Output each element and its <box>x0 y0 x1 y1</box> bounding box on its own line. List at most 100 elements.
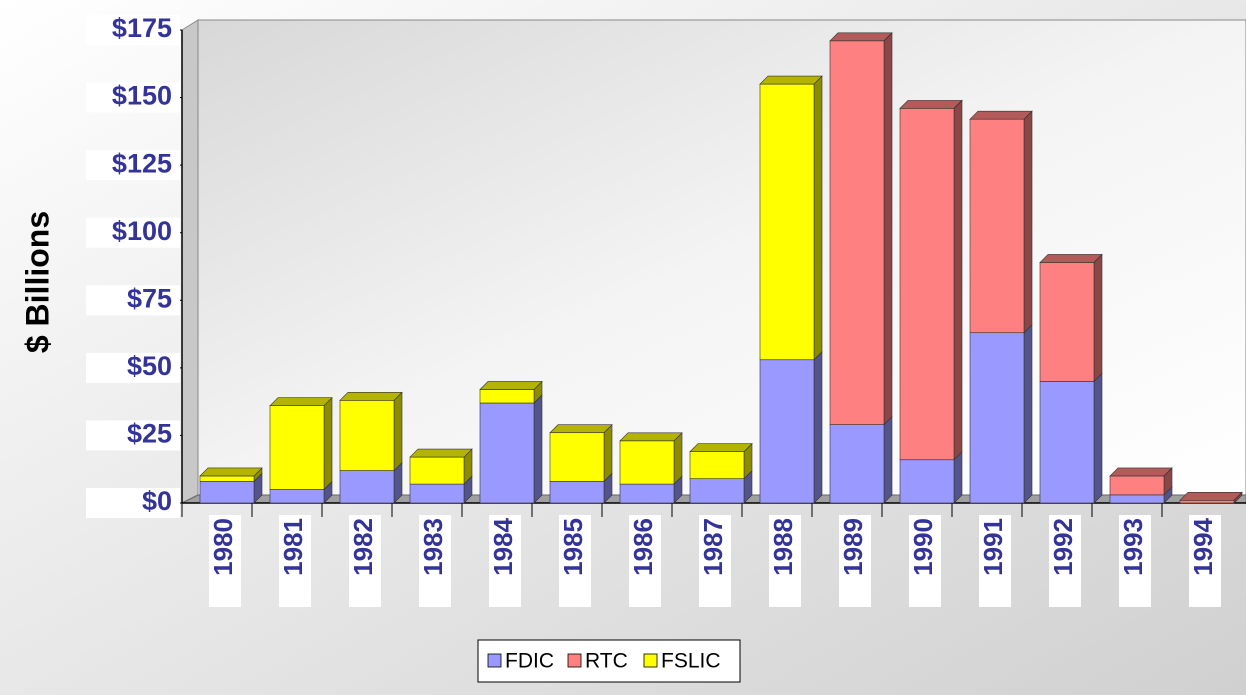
x-tick-label-bg <box>419 515 451 607</box>
bar-top <box>829 32 893 42</box>
bar-side <box>393 391 403 472</box>
y-tick-label: $75 <box>127 283 172 313</box>
bar-top <box>1109 467 1173 477</box>
bar-segment <box>1179 499 1235 504</box>
bar-side <box>813 351 823 504</box>
legend-label: RTC <box>585 650 628 673</box>
y-tick-label: $0 <box>142 486 172 516</box>
x-tick-label: 1985 <box>558 518 588 576</box>
bar-side <box>883 415 893 504</box>
y-tick-label-bg <box>86 285 180 316</box>
legend-swatch <box>487 653 502 668</box>
bar-segment <box>549 481 605 504</box>
bar-side <box>1163 467 1173 477</box>
bar-top <box>689 443 753 452</box>
x-tick-label: 1984 <box>488 517 518 575</box>
x-tick-label-bg <box>629 515 661 607</box>
bar-segment <box>479 389 535 404</box>
bar-segment <box>689 451 745 479</box>
y-tick-label: $125 <box>112 148 172 178</box>
bar-top <box>1039 254 1103 263</box>
y-axis-label: $ Billions <box>19 211 55 353</box>
bar-side <box>953 99 963 461</box>
legend-swatch <box>643 653 658 668</box>
y-tick-label-bg <box>86 82 180 113</box>
bar-segment <box>899 108 955 461</box>
legend-swatch <box>567 653 582 668</box>
bar-top <box>1179 491 1243 501</box>
x-tick-label-bg <box>209 515 241 607</box>
bar-top <box>479 381 543 390</box>
side-wall <box>181 19 199 504</box>
bar-segment <box>269 489 325 504</box>
x-tick-label: 1993 <box>1118 518 1148 576</box>
bar-top <box>269 397 333 406</box>
y-tick-label: $150 <box>112 81 172 111</box>
bar-side <box>883 32 893 42</box>
x-tick-label: 1989 <box>838 518 868 576</box>
x-tick-label-bg <box>909 515 941 607</box>
x-tick-label: 1987 <box>698 518 728 576</box>
bar-side <box>1023 110 1033 120</box>
y-tick-label-bg <box>86 150 180 181</box>
bar-side <box>953 100 963 109</box>
bar-side <box>1023 323 1033 504</box>
bar-segment <box>1039 262 1095 382</box>
bar-side <box>953 451 963 504</box>
bar-side <box>673 432 683 485</box>
bar-side <box>323 396 333 491</box>
bar-segment <box>409 456 465 485</box>
bar-segment <box>1109 475 1165 496</box>
bar-segment <box>549 432 605 482</box>
y-tick-label-bg <box>86 488 180 518</box>
bar-side <box>533 394 543 504</box>
bar-top <box>199 467 263 477</box>
bar-side <box>1093 372 1103 504</box>
bar-segment <box>689 478 745 504</box>
bar-segment <box>829 40 885 425</box>
x-tick-label: 1992 <box>1048 518 1078 576</box>
x-tick-label: 1981 <box>278 518 308 576</box>
bar-side <box>603 424 613 483</box>
x-tick-label-bg <box>699 515 731 607</box>
bar-segment <box>269 405 325 490</box>
bar-segment <box>1039 381 1095 504</box>
x-tick-label-bg <box>1119 515 1151 607</box>
x-tick-label: 1986 <box>628 518 658 576</box>
bar-segment <box>339 399 395 471</box>
x-tick-label: 1991 <box>978 518 1008 576</box>
y-tick-label: $100 <box>112 216 172 246</box>
x-tick-label-bg <box>1049 515 1081 607</box>
bar-segment <box>899 459 955 504</box>
bar-top <box>339 391 403 401</box>
bar-side <box>1093 253 1103 383</box>
bar-segment <box>199 475 255 482</box>
bar-top <box>759 75 823 85</box>
x-tick-label: 1990 <box>908 518 938 576</box>
bar-side <box>883 32 893 426</box>
bar-segment <box>479 402 535 504</box>
x-tick-label: 1994 <box>1188 517 1218 575</box>
y-tick-label-bg <box>86 217 180 248</box>
bar-top <box>549 424 613 434</box>
bar-top <box>969 110 1033 120</box>
bar-segment <box>969 332 1025 504</box>
y-tick-label: $25 <box>127 419 172 449</box>
bar-segment <box>199 481 255 504</box>
x-tick-label: 1988 <box>768 518 798 576</box>
x-tick-label-bg <box>279 515 311 607</box>
bar-segment <box>619 483 675 504</box>
bar-segment <box>1109 494 1165 504</box>
bar-segment <box>339 470 395 504</box>
x-tick-label-bg <box>559 515 591 607</box>
y-tick-label-bg <box>86 420 180 451</box>
bar-segment <box>829 424 885 504</box>
x-tick-label: 1983 <box>418 518 448 576</box>
bar-segment <box>759 83 815 361</box>
x-tick-label-bg <box>349 515 381 607</box>
x-tick-label-bg <box>839 515 871 607</box>
x-tick-label-bg <box>979 515 1011 607</box>
legend: FDIC RTC FSLIC <box>477 639 741 683</box>
bar-side <box>1093 254 1103 263</box>
